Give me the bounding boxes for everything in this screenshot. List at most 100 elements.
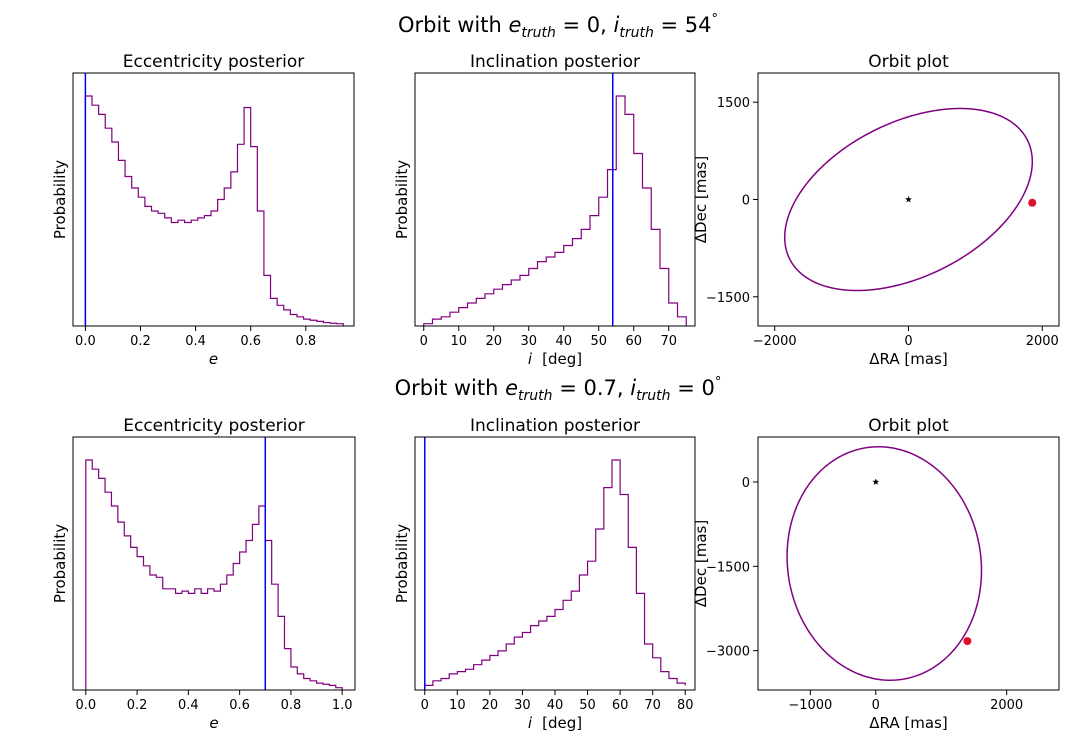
chart-6-star-marker [872,478,880,485]
chart-2: Inclination posterior 0 10 20 30 40 50 60 70 Prob… [393,52,696,368]
chart-6-xtick-label: 2000 [990,698,1023,713]
chart-2-histogram [423,95,687,326]
row-2-title: Orbit with etruth = 0.7, itruth = 0° [395,375,722,404]
chart-5-xlabel-unit: [deg] [542,714,582,732]
chart-5-xtick-label: 30 [514,698,531,713]
chart-2-xtick-label: 30 [520,334,537,349]
chart-4: Eccentricity posterior 0.0 0.2 0.4 0.6 0.8 1.0… [51,416,356,732]
chart-1-histogram [84,95,344,326]
chart-2-title: Inclination posterior [470,52,640,72]
chart-1-xtick-label: 0.4 [185,334,206,349]
row-2-i-sub: truth [636,388,670,404]
chart-1-title: Eccentricity posterior [123,52,305,72]
chart-2-xlabel-unit: [deg] [542,350,582,368]
row-1-title-prefix: Orbit with [398,13,508,37]
chart-3-orbit-path [783,107,1034,292]
chart-3-ytick-label: −1500 [706,291,750,306]
chart-2-xtick-label: 60 [625,334,642,349]
chart-2-xtick-label: 20 [485,334,502,349]
chart-6-ytick-label: 0 [742,476,750,491]
chart-3-frame [757,72,1060,327]
row-2-e-value: = 0.7, [553,376,631,400]
chart-5-title: Inclination posterior [470,416,640,436]
chart-1-xtick-label: 0.8 [295,334,316,349]
row-2-title-prefix: Orbit with [395,376,505,400]
chart-4-xlabel: e [209,714,218,732]
chart-3-xtick-label: 0 [904,334,912,349]
chart-5-ylabel: Probability [393,524,411,603]
chart-3-xtick-label: 2000 [1026,334,1059,349]
chart-2-xtick-label: 70 [660,334,677,349]
chart-2-xtick-label: 10 [450,334,467,349]
chart-1-xlabel-symbol: e [209,350,218,368]
row-1-e-value: = 0, [556,13,614,37]
row-2-i-symbol: i [630,376,636,400]
chart-3-ylabel: ΔDec [mas] [692,156,710,243]
chart-6-xlabel: ΔRA [mas] [869,714,947,732]
chart-4-xlabel-symbol: e [209,714,218,732]
chart-5-histogram [424,459,686,690]
row-1-i-sub: truth [619,25,653,41]
chart-1: Eccentricity posterior 0.0 0.2 0.4 0.6 0.8 Pro… [51,52,355,368]
chart-5-xtick-label: 10 [449,698,466,713]
chart-1-xlabel: e [209,350,218,368]
chart-4-xtick-label: 1.0 [332,698,353,713]
chart-2-xtick-label: 0 [420,334,428,349]
chart-5-xlabel-symbol: i [528,714,533,732]
row-1-e-symbol: e [508,13,521,37]
row-2-e-symbol: e [505,376,518,400]
chart-6-frame [757,436,1060,691]
chart-3: Orbit plot −2000 0 2000 −1500 0 1500 ΔRA [mas] Δ… [692,52,1060,368]
row-1-i-symbol: i [614,13,620,37]
chart-1-xtick-label: 0.0 [75,334,96,349]
chart-4-frame [72,436,356,691]
row-2-i-value: = 0 [671,376,715,400]
chart-5-xtick-label: 40 [547,698,564,713]
chart-5-xtick-label: 70 [644,698,661,713]
row-1-i-value: = 54 [654,13,712,37]
chart-5-xtick-label: 0 [421,698,429,713]
chart-5-xtick-label: 60 [612,698,629,713]
chart-1-ylabel: Probability [51,160,69,239]
chart-4-histogram [85,459,343,690]
chart-1-frame [72,72,355,327]
chart-3-star-marker [905,195,912,203]
panels: Eccentricity posterior 0.0 0.2 0.4 0.6 0.8 Pro… [51,52,1060,732]
chart-3-title: Orbit plot [868,52,949,72]
chart-5-xtick-label: 20 [482,698,499,713]
chart-2-ylabel: Probability [393,160,411,239]
chart-3-planet-marker [1028,198,1037,207]
chart-5-xlabel: i [deg] [528,714,582,732]
chart-3-ytick-label: 0 [742,194,750,209]
chart-3-xlabel: ΔRA [mas] [869,350,947,368]
chart-4-xtick-label: 0.2 [127,698,148,713]
row-1-title: Orbit with etruth = 0, itruth = 54° [398,12,718,41]
chart-2-xlabel-symbol: i [528,350,533,368]
chart-6-xtick-label: 0 [872,698,880,713]
chart-5-xtick-label: 50 [579,698,596,713]
chart-1-xtick-label: 0.6 [240,334,261,349]
chart-6-ytick-label: −3000 [706,645,750,660]
chart-6: Orbit plot −1000 0 2000 0 −1500 −3000 ΔRA [mas]… [692,416,1060,732]
chart-6-ylabel: ΔDec [mas] [692,520,710,607]
chart-4-xtick-label: 0.8 [281,698,302,713]
row-1-degree: ° [712,12,719,27]
row-2-degree: ° [715,375,722,390]
chart-4-xtick-label: 0.6 [229,698,250,713]
chart-6-title: Orbit plot [868,416,949,436]
chart-4-ylabel: Probability [51,524,69,603]
chart-3-ytick-label: 1500 [717,96,750,111]
row-2-e-sub: truth [518,388,552,404]
chart-4-xtick-label: 0.0 [75,698,96,713]
chart-6-ytick-label: −1500 [706,560,750,575]
chart-2-xlabel: i [deg] [528,350,582,368]
chart-5-frame [414,436,696,691]
chart-2-frame [414,72,696,327]
chart-3-xtick-label: −2000 [753,334,797,349]
chart-4-xtick-label: 0.4 [178,698,199,713]
chart-2-xtick-label: 40 [555,334,572,349]
chart-1-xtick-label: 0.2 [130,334,151,349]
chart-2-xtick-label: 50 [590,334,607,349]
chart-5-xtick-label: 80 [677,698,694,713]
